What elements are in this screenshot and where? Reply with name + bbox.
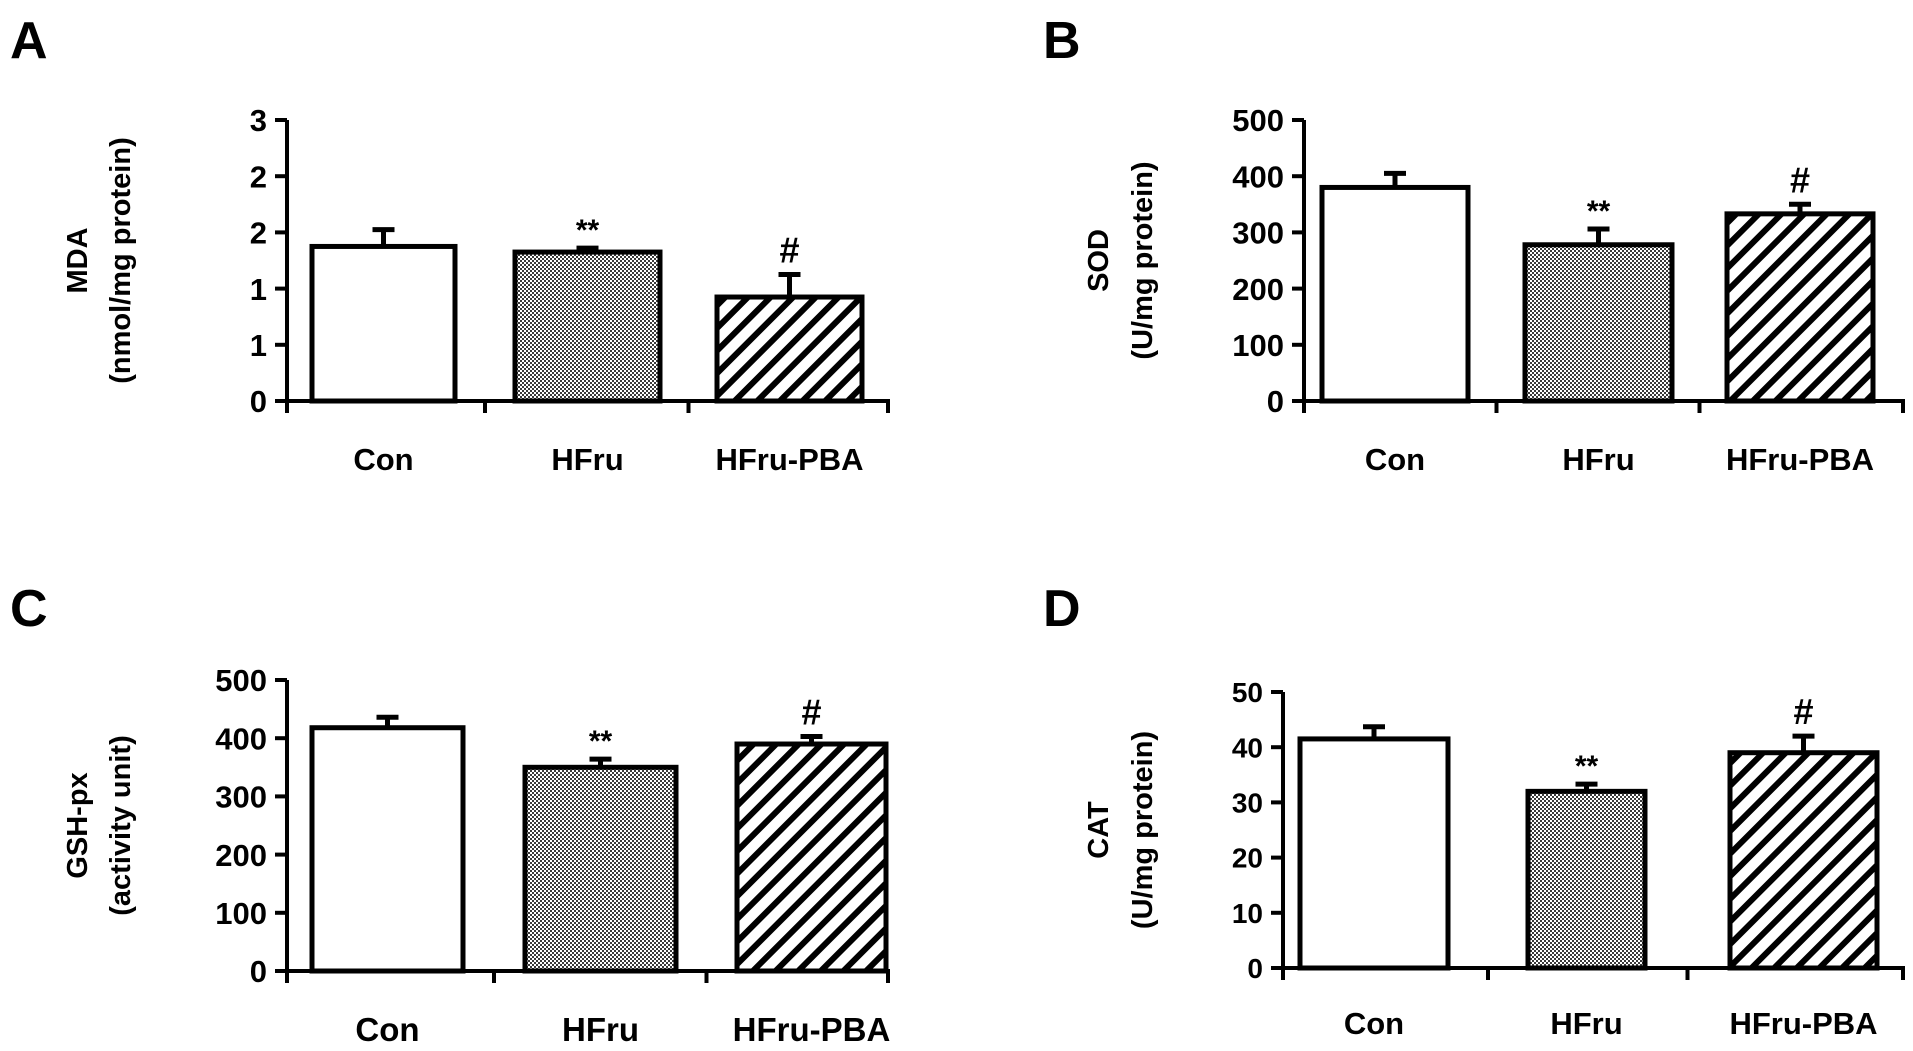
y-tick-label: 0: [250, 954, 267, 989]
y-tick-label: 50: [1232, 677, 1263, 708]
panel-letter: B: [1043, 12, 1081, 70]
bar-hfru-pba: [1727, 750, 1880, 971]
bar-hfru: [1522, 242, 1675, 404]
y-axis-label: MDA: [62, 227, 94, 293]
significance-stars: **: [589, 725, 613, 758]
significance-hash: #: [1793, 691, 1813, 732]
x-category-label: Con: [353, 442, 413, 477]
y-axis-label: GSH-px: [62, 772, 94, 878]
y-tick-label: 200: [1232, 272, 1284, 307]
bar-con: [309, 725, 466, 974]
bar-hfru-pba: [1724, 211, 1876, 404]
chart-panel-c: C 0 100 200 300 400 500 Con ** HFru # HFru-PBA GSH-p…: [10, 580, 890, 1048]
y-tick-label: 2: [250, 216, 267, 251]
y-tick-label: 200: [215, 838, 267, 873]
chart-panel-d: D 0 10 20 30 40 50 Con ** HFru # HFru-PBA CAT (U/mg p…: [1043, 580, 1905, 1041]
chart-panel-b: B 0 100 200 300 400 500 Con ** HFru # HFru-PBA SOD (U…: [1043, 12, 1905, 477]
significance-stars: **: [576, 214, 600, 247]
x-category-label: Con: [1344, 1006, 1404, 1041]
bar-hfru: [522, 764, 679, 974]
x-category-label: HFru-PBA: [1726, 442, 1874, 477]
significance-hash: #: [779, 230, 799, 271]
bar-con: [309, 243, 458, 404]
y-tick-label: 400: [215, 721, 267, 756]
y-tick-label: 0: [1267, 384, 1284, 419]
bar-hfru-pba: [714, 294, 865, 404]
panel-letter: D: [1043, 580, 1081, 638]
significance-hash: #: [1790, 159, 1810, 200]
y-tick-label: 10: [1232, 898, 1263, 929]
y-tick-label: 0: [250, 384, 267, 419]
y-axis-label: CAT: [1083, 801, 1115, 859]
y-tick-label: 100: [215, 896, 267, 931]
panel-letter: A: [10, 12, 48, 70]
y-tick-label: 40: [1232, 732, 1263, 763]
y-axis-unit-label: (nmol/mg protein): [105, 137, 137, 383]
x-category-label: HFru: [1550, 1006, 1622, 1041]
bar-hfru: [1525, 788, 1648, 971]
y-tick-label: 300: [1232, 216, 1284, 251]
y-tick-label: 1: [250, 328, 267, 363]
y-axis-unit-label: (U/mg protein): [1127, 731, 1159, 929]
y-axis-label: SOD: [1083, 229, 1115, 292]
y-tick-label: 100: [1232, 328, 1284, 363]
x-category-label: HFru: [1562, 442, 1634, 477]
y-tick-label: 0: [1247, 953, 1263, 984]
bar-con: [1297, 736, 1451, 971]
bar-hfru-pba: [734, 741, 889, 974]
x-category-label: HFru-PBA: [715, 442, 863, 477]
x-category-label: Con: [1365, 442, 1425, 477]
significance-hash: #: [801, 691, 821, 732]
panel-letter: C: [10, 580, 48, 638]
y-tick-label: 500: [215, 663, 267, 698]
x-category-label: HFru: [551, 442, 623, 477]
y-axis-unit-label: (activity unit): [105, 735, 137, 915]
significance-stars: **: [1587, 195, 1611, 228]
x-category-label: Con: [355, 1011, 419, 1048]
y-tick-label: 2: [250, 159, 267, 194]
x-category-label: HFru: [562, 1011, 639, 1048]
y-tick-label: 500: [1232, 103, 1284, 138]
chart-panel-a: A 0 1 1 2 2 3 Con ** HFru # HFru-PBA MDA (nmol/mg pro…: [10, 12, 890, 477]
y-tick-label: 300: [215, 780, 267, 815]
x-category-label: HFru-PBA: [1729, 1006, 1877, 1041]
y-tick-label: 400: [1232, 159, 1284, 194]
y-axis-unit-label: (U/mg protein): [1127, 161, 1159, 359]
bar-con: [1319, 184, 1471, 404]
bar-hfru: [512, 249, 663, 404]
y-tick-label: 20: [1232, 843, 1263, 874]
y-tick-label: 1: [250, 272, 267, 307]
significance-stars: **: [1575, 750, 1599, 783]
y-tick-label: 30: [1232, 787, 1263, 818]
y-tick-label: 3: [250, 103, 267, 138]
x-category-label: HFru-PBA: [733, 1011, 891, 1048]
